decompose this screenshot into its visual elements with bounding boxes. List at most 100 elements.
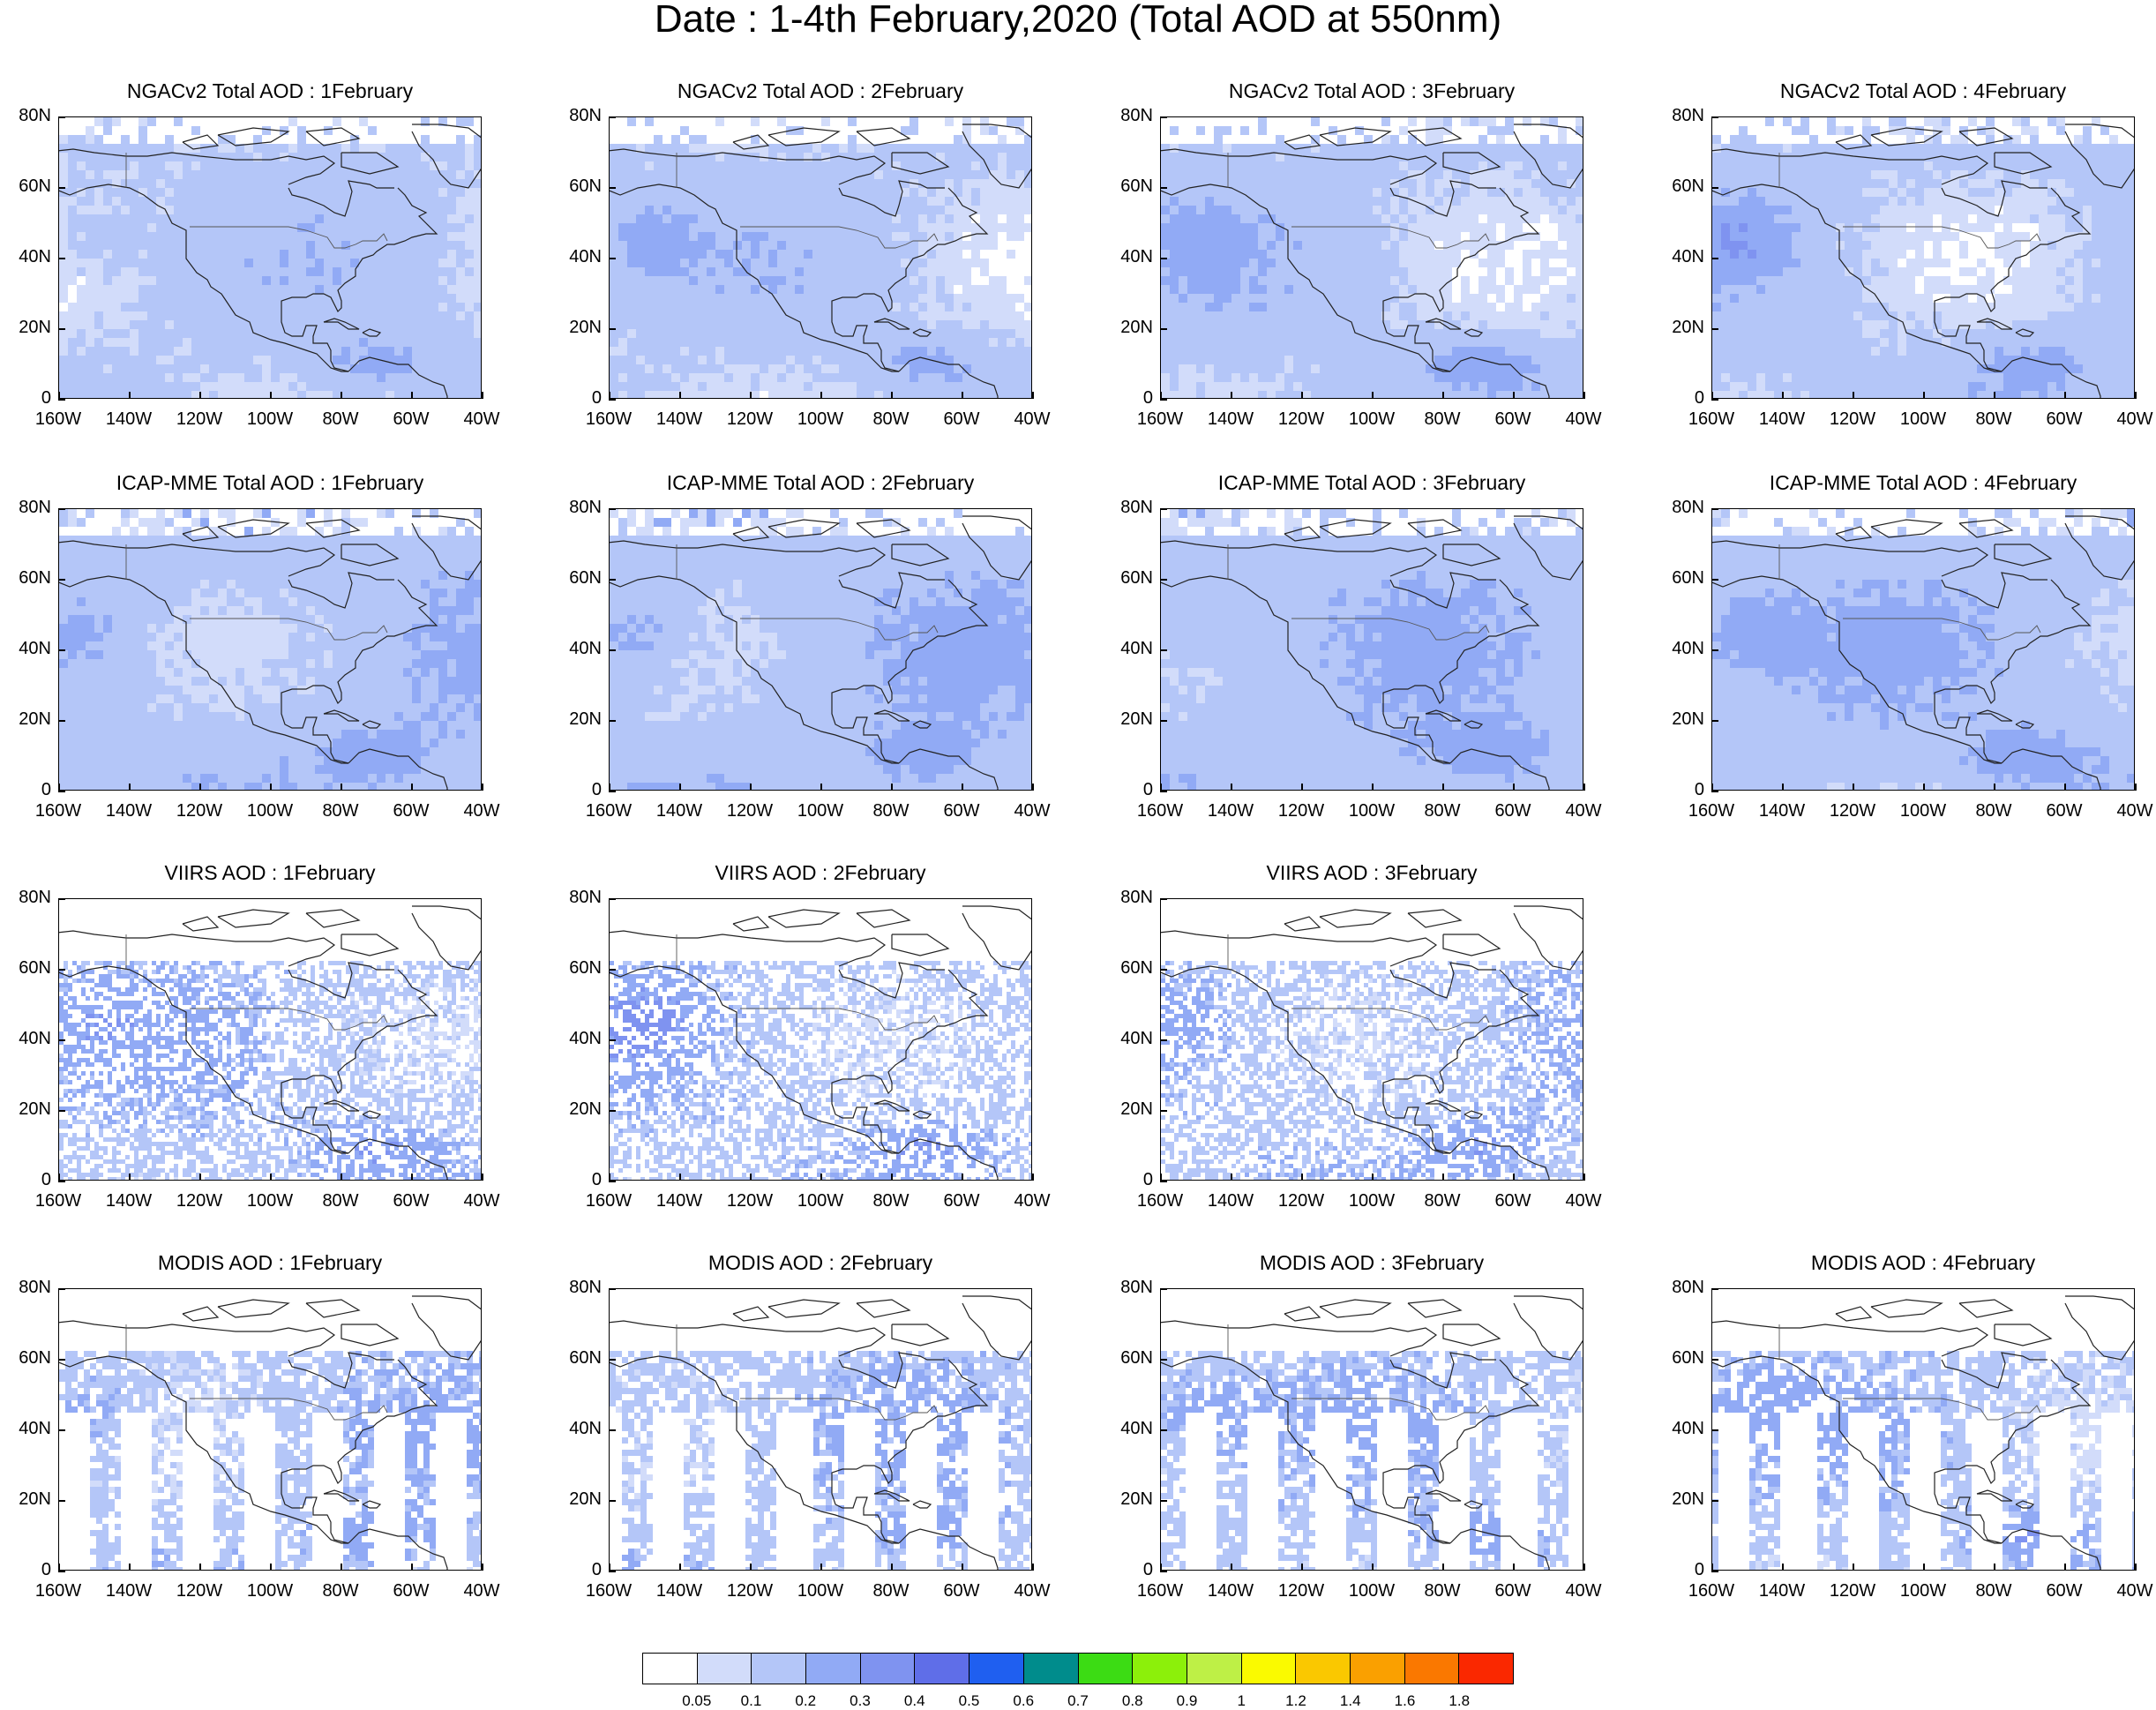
- panel-title-modis-aod-4february: MODIS AOD : 4February: [1658, 1251, 2156, 1275]
- lon-label: 60W: [1478, 409, 1548, 430]
- colorbar-label: 1.8: [1437, 1692, 1481, 1710]
- lat-tick: [609, 969, 616, 971]
- lat-tick: [58, 579, 65, 581]
- lon-label: 80W: [1407, 1191, 1478, 1211]
- map-panel-viirs-aod-2february: [609, 898, 1032, 1181]
- colorbar-label: 1: [1219, 1692, 1263, 1710]
- lat-tick: [1711, 579, 1718, 581]
- lat-tick: [1711, 649, 1718, 651]
- lon-tick: [1032, 784, 1034, 791]
- lon-tick: [1442, 784, 1444, 791]
- lon-tick: [341, 1564, 342, 1571]
- lon-label: 40W: [1548, 409, 1619, 430]
- lon-tick: [891, 1564, 893, 1571]
- lon-tick: [2064, 392, 2066, 399]
- lon-tick: [411, 1174, 413, 1181]
- lat-tick: [609, 1039, 616, 1041]
- map-panel-icap-mme-total-aod-4february: [1711, 508, 2135, 791]
- lon-label: 40W: [446, 1191, 517, 1211]
- lat-tick: [609, 328, 616, 330]
- lon-tick: [1160, 784, 1162, 791]
- lon-label: 120W: [1266, 1191, 1336, 1211]
- lon-label: 80W: [305, 409, 376, 430]
- lat-label: 0: [1104, 1560, 1153, 1580]
- lon-tick: [2135, 784, 2137, 791]
- colorbar-swatch: [1404, 1654, 1460, 1684]
- lon-label: 160W: [1125, 1581, 1195, 1601]
- lon-label: 60W: [1478, 1581, 1548, 1601]
- lon-tick: [609, 1174, 610, 1181]
- lon-label: 60W: [926, 1191, 997, 1211]
- lon-label: 80W: [856, 801, 926, 821]
- lat-tick: [1711, 720, 1718, 722]
- lon-tick: [2135, 1564, 2137, 1571]
- lon-tick: [1372, 392, 1374, 399]
- lat-label: 0: [1655, 780, 1704, 800]
- lon-label: 60W: [376, 1581, 446, 1601]
- lat-tick: [1160, 328, 1167, 330]
- lon-tick: [1160, 1174, 1162, 1181]
- lat-tick: [1160, 1500, 1167, 1502]
- lat-tick: [609, 1500, 616, 1502]
- colorbar-label: 0.8: [1111, 1692, 1155, 1710]
- lon-label: 160W: [23, 1191, 94, 1211]
- lon-tick: [891, 1174, 893, 1181]
- lat-tick: [609, 399, 616, 401]
- map-panel-ngacv2-total-aod-1february: [58, 116, 482, 399]
- lon-tick: [1513, 784, 1515, 791]
- lon-tick: [1994, 1564, 1995, 1571]
- lon-tick: [58, 1174, 60, 1181]
- lat-tick: [58, 399, 65, 401]
- lon-tick: [1372, 1564, 1374, 1571]
- lat-tick: [1160, 508, 1167, 510]
- lat-label: 80N: [552, 106, 602, 126]
- lat-tick: [1711, 258, 1718, 259]
- lat-label: 0: [552, 1170, 602, 1190]
- lon-tick: [270, 1174, 272, 1181]
- lat-label: 0: [552, 1560, 602, 1580]
- lon-label: 100W: [785, 1191, 856, 1211]
- lon-tick: [58, 392, 60, 399]
- lon-tick: [750, 392, 752, 399]
- lon-tick: [891, 392, 893, 399]
- colorbar-swatch: [1023, 1654, 1079, 1684]
- lon-label: 80W: [305, 801, 376, 821]
- lon-tick: [1032, 1564, 1034, 1571]
- panel-title-icap-mme-total-aod-4february: ICAP-MME Total AOD : 4February: [1658, 471, 2156, 495]
- lat-tick: [1711, 1288, 1718, 1290]
- lat-tick: [58, 969, 65, 971]
- lon-label: 40W: [2100, 1581, 2156, 1601]
- lat-label: 0: [552, 780, 602, 800]
- lat-label: 40N: [552, 1419, 602, 1439]
- lat-tick: [609, 649, 616, 651]
- colorbar-label: 0.2: [783, 1692, 827, 1710]
- aod-field-viirs-aod-1february: [59, 905, 481, 1180]
- lon-label: 100W: [1888, 1581, 1958, 1601]
- lon-tick: [482, 1174, 483, 1181]
- lat-tick: [609, 116, 616, 118]
- panel-title-modis-aod-3february: MODIS AOD : 3February: [1107, 1251, 1636, 1275]
- lon-label: 140W: [1747, 801, 1817, 821]
- lon-label: 100W: [235, 1191, 305, 1211]
- lon-tick: [1231, 392, 1232, 399]
- lon-tick: [1583, 1174, 1585, 1181]
- map-panel-ngacv2-total-aod-4february: [1711, 116, 2135, 399]
- lon-tick: [750, 1174, 752, 1181]
- lat-label: 40N: [1104, 1029, 1153, 1049]
- lat-label: 80N: [2, 498, 51, 518]
- lon-label: 120W: [1817, 1581, 1888, 1601]
- lon-label: 80W: [1407, 409, 1478, 430]
- lat-tick: [609, 579, 616, 581]
- lon-tick: [750, 784, 752, 791]
- lat-label: 40N: [2, 1419, 51, 1439]
- lon-label: 160W: [1676, 801, 1747, 821]
- lon-label: 40W: [997, 1191, 1067, 1211]
- map-panel-viirs-aod-1february: [58, 898, 482, 1181]
- lon-tick: [341, 1174, 342, 1181]
- lon-label: 40W: [997, 801, 1067, 821]
- lon-label: 100W: [1336, 1581, 1407, 1601]
- lat-label: 60N: [552, 958, 602, 979]
- lat-label: 20N: [1104, 1099, 1153, 1120]
- lon-tick: [58, 1564, 60, 1571]
- lon-label: 160W: [1676, 1581, 1747, 1601]
